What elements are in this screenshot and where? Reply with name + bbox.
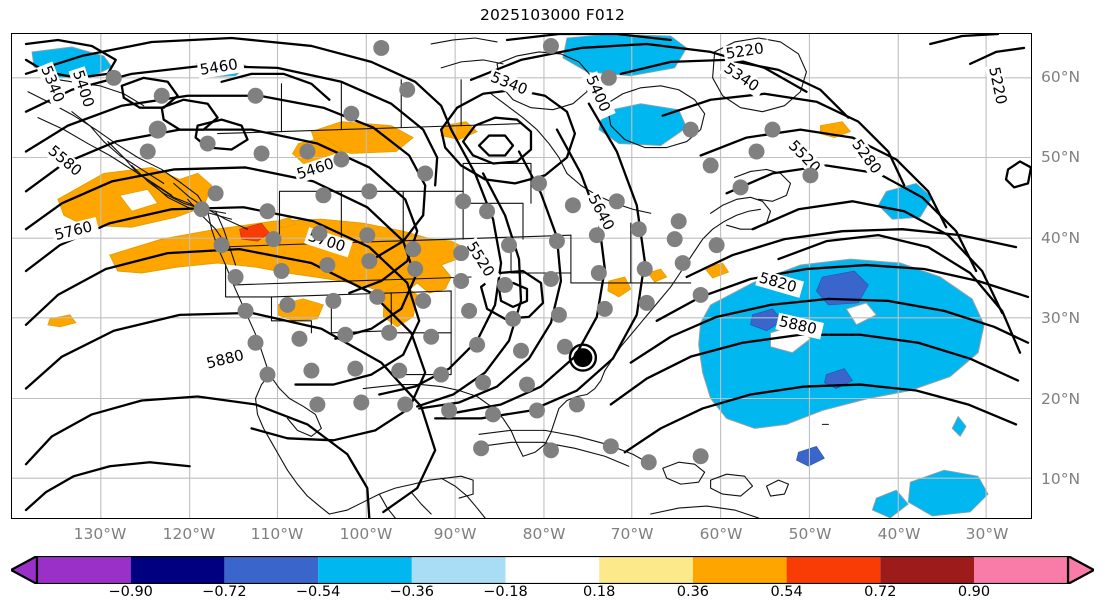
lon-tick-label: 130°W <box>73 525 127 543</box>
page-title: 2025103000 F012 <box>479 6 626 24</box>
colorbar-tick-label: −0.36 <box>389 584 435 600</box>
colorbar-tick-label: −0.54 <box>295 584 341 600</box>
colorbar-swatches <box>11 556 1094 584</box>
lon-tick-label: 120°W <box>162 525 216 543</box>
station-dots <box>105 37 819 471</box>
coastlines <box>27 37 829 518</box>
lat-tick-label: 20°N <box>1041 390 1081 408</box>
lon-tick-label: 90°W <box>433 525 477 543</box>
lon-tick-label: 110°W <box>250 525 304 543</box>
colorbar-tick-label: −0.90 <box>108 584 153 600</box>
svg-text:5880: 5880 <box>204 346 245 373</box>
colorbar-tick-label: 0.18 <box>583 584 616 600</box>
lat-tick-label: 10°N <box>1041 470 1081 488</box>
lon-tick-label: 60°W <box>699 525 743 543</box>
colorbar-tick-label: −0.72 <box>202 584 247 600</box>
colorbar-tick-label: 0.54 <box>770 584 803 600</box>
lat-tick-label: 40°N <box>1041 229 1081 247</box>
lat-tick-label: 30°N <box>1041 309 1081 327</box>
lon-tick-label: 80°W <box>522 525 566 543</box>
map-axes[interactable]: 5460 5460 5340 5400 5340 5400 5640 5580 <box>11 33 1032 519</box>
svg-text:5220: 5220 <box>985 65 1011 106</box>
colorbar-tick-label: 0.90 <box>957 584 991 600</box>
svg-text:5520: 5520 <box>463 238 498 280</box>
lat-tick-label: 50°N <box>1041 148 1081 166</box>
colorbar-tick-label: 0.72 <box>864 584 897 600</box>
lon-tick-label: 70°W <box>610 525 654 543</box>
lon-tick-label: 30°W <box>965 525 1009 543</box>
lat-tick-label: 60°N <box>1041 68 1081 86</box>
svg-text:5340: 5340 <box>488 68 530 99</box>
colorbar-tick-label: −0.18 <box>483 584 528 600</box>
colorbar[interactable] <box>11 556 1094 584</box>
cyclone-marker <box>568 343 598 372</box>
svg-text:5460: 5460 <box>199 55 239 79</box>
colorbar-tick-label: 0.36 <box>676 584 710 600</box>
shading-layer <box>31 34 989 518</box>
map-canvas: 5460 5460 5340 5400 5340 5400 5640 5580 <box>12 34 1031 518</box>
svg-text:5220: 5220 <box>725 39 765 63</box>
lon-tick-label: 100°W <box>339 525 393 543</box>
lon-tick-label: 50°W <box>788 525 832 543</box>
lon-tick-label: 40°W <box>877 525 921 543</box>
